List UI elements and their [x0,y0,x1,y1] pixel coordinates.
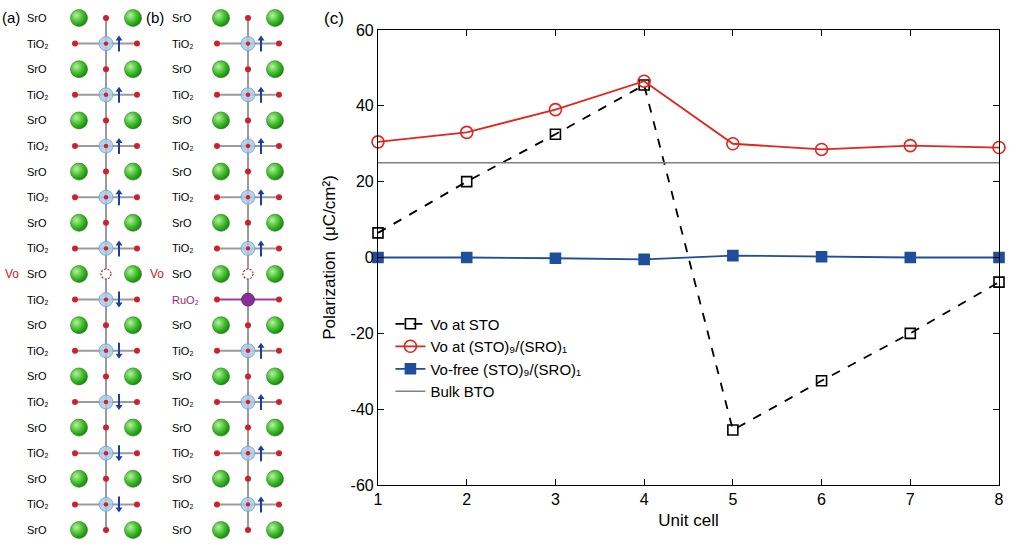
svg-text:SrO: SrO [172,473,192,485]
svg-text:TiO₂: TiO₂ [172,242,194,254]
svg-text:40: 40 [356,97,374,114]
svg-text:SrO: SrO [172,166,192,178]
svg-text:SrO: SrO [27,268,47,280]
svg-text:SrO: SrO [27,114,47,126]
svg-text:(c): (c) [324,9,344,28]
svg-text:TiO₂: TiO₂ [27,396,49,408]
svg-text:Unit cell: Unit cell [658,511,718,530]
svg-text:Vo: Vo [5,267,19,281]
svg-text:60: 60 [356,22,374,39]
svg-text:SrO: SrO [172,268,192,280]
svg-text:Vo at STO: Vo at STO [430,316,499,333]
svg-text:3: 3 [551,491,560,508]
svg-text:SrO: SrO [27,473,47,485]
svg-text:RuO₂: RuO₂ [172,294,199,306]
svg-text:TiO₂: TiO₂ [27,498,49,510]
svg-text:6: 6 [817,491,826,508]
svg-text:TiO₂: TiO₂ [27,447,49,459]
svg-text:SrO: SrO [172,422,192,434]
svg-text:TiO₂: TiO₂ [172,89,194,101]
svg-text:SrO: SrO [172,114,192,126]
svg-text:SrO: SrO [172,12,192,24]
svg-text:0: 0 [365,249,374,266]
svg-text:TiO₂: TiO₂ [27,89,49,101]
svg-text:SrO: SrO [172,63,192,75]
svg-text:SrO: SrO [172,217,192,229]
svg-text:2: 2 [462,491,471,508]
svg-text:Vo: Vo [150,267,164,281]
svg-text:Polarization (μC/cm²): Polarization (μC/cm²) [320,175,339,340]
svg-text:Vo-free (STO)₉/(SRO)₁: Vo-free (STO)₉/(SRO)₁ [430,361,581,378]
svg-text:1: 1 [374,491,383,508]
svg-text:Bulk BTO: Bulk BTO [430,383,494,400]
svg-text:(a): (a) [2,9,20,26]
svg-text:SrO: SrO [27,370,47,382]
svg-text:TiO₂: TiO₂ [172,345,194,357]
svg-text:TiO₂: TiO₂ [27,294,49,306]
svg-text:SrO: SrO [27,217,47,229]
svg-text:7: 7 [906,491,915,508]
svg-text:TiO₂: TiO₂ [27,38,49,50]
svg-text:TiO₂: TiO₂ [172,396,194,408]
svg-text:5: 5 [728,491,737,508]
svg-text:TiO₂: TiO₂ [172,38,194,50]
svg-text:4: 4 [640,491,649,508]
svg-text:SrO: SrO [27,524,47,536]
svg-text:(b): (b) [146,9,164,26]
svg-text:TiO₂: TiO₂ [27,345,49,357]
svg-text:TiO₂: TiO₂ [172,140,194,152]
svg-text:20: 20 [356,173,374,190]
svg-text:-20: -20 [351,325,374,342]
svg-text:SrO: SrO [27,319,47,331]
svg-text:SrO: SrO [27,12,47,24]
svg-text:TiO₂: TiO₂ [27,191,49,203]
svg-text:TiO₂: TiO₂ [172,191,194,203]
svg-text:SrO: SrO [27,422,47,434]
svg-text:-60: -60 [351,477,374,494]
svg-text:SrO: SrO [172,524,192,536]
svg-text:SrO: SrO [172,370,192,382]
svg-text:8: 8 [995,491,1004,508]
svg-text:TiO₂: TiO₂ [27,242,49,254]
svg-text:-40: -40 [351,401,374,418]
svg-text:TiO₂: TiO₂ [172,447,194,459]
svg-text:Vo at (STO)₉/(SRO)₁: Vo at (STO)₉/(SRO)₁ [430,338,567,355]
svg-text:TiO₂: TiO₂ [27,140,49,152]
svg-text:SrO: SrO [27,166,47,178]
svg-text:TiO₂: TiO₂ [172,498,194,510]
svg-text:SrO: SrO [27,63,47,75]
svg-text:SrO: SrO [172,319,192,331]
